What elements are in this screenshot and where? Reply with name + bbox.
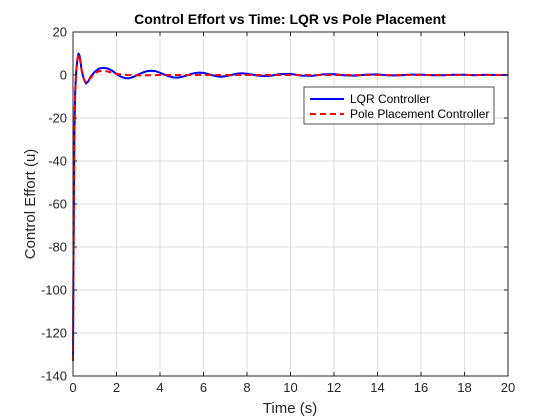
- tick-marks: [72, 31, 509, 377]
- x-tick-label: 4: [156, 380, 163, 395]
- y-tick-label: -40: [48, 154, 67, 169]
- y-tick-label: -100: [41, 283, 67, 298]
- y-tick-label: 0: [60, 68, 67, 83]
- y-tick-label: -80: [48, 240, 67, 255]
- x-tick-label: 14: [370, 380, 384, 395]
- x-axis-label: Time (s): [263, 400, 317, 417]
- y-tick-label: -20: [48, 111, 67, 126]
- x-tick-label: 10: [283, 380, 297, 395]
- tick-labels: 0 2 4 6 8 10 12 14 16 18 20 -140 -120 -100 -80 -60 -40 -2…: [41, 25, 515, 396]
- y-axis-label: Control Effort (u): [22, 149, 39, 260]
- series-layer: [72, 52, 508, 361]
- x-tick-label: 16: [414, 380, 428, 395]
- y-tick-label: -140: [41, 369, 67, 384]
- y-tick-label: 20: [53, 25, 67, 40]
- y-tick-label: -120: [41, 326, 67, 341]
- x-tick-label: 8: [243, 380, 250, 395]
- chart-title: Control Effort vs Time: LQR vs Pole Plac…: [134, 11, 446, 27]
- series-line-pole-placement: [72, 53, 508, 361]
- legend-box: [303, 86, 495, 125]
- x-tick-label: 2: [113, 380, 120, 395]
- x-tick-label: 0: [69, 380, 76, 395]
- legend-label-pole-placement: Pole Placement Controller: [350, 107, 489, 121]
- y-tick-label: -60: [48, 197, 67, 212]
- legend-label-lqr: LQR Controller: [350, 92, 430, 106]
- x-tick-label: 18: [457, 380, 471, 395]
- x-tick-label: 6: [200, 380, 207, 395]
- x-tick-label: 20: [501, 380, 515, 395]
- x-tick-label: 12: [327, 380, 341, 395]
- legend: LQR Controller Pole Placement Controller: [303, 86, 495, 125]
